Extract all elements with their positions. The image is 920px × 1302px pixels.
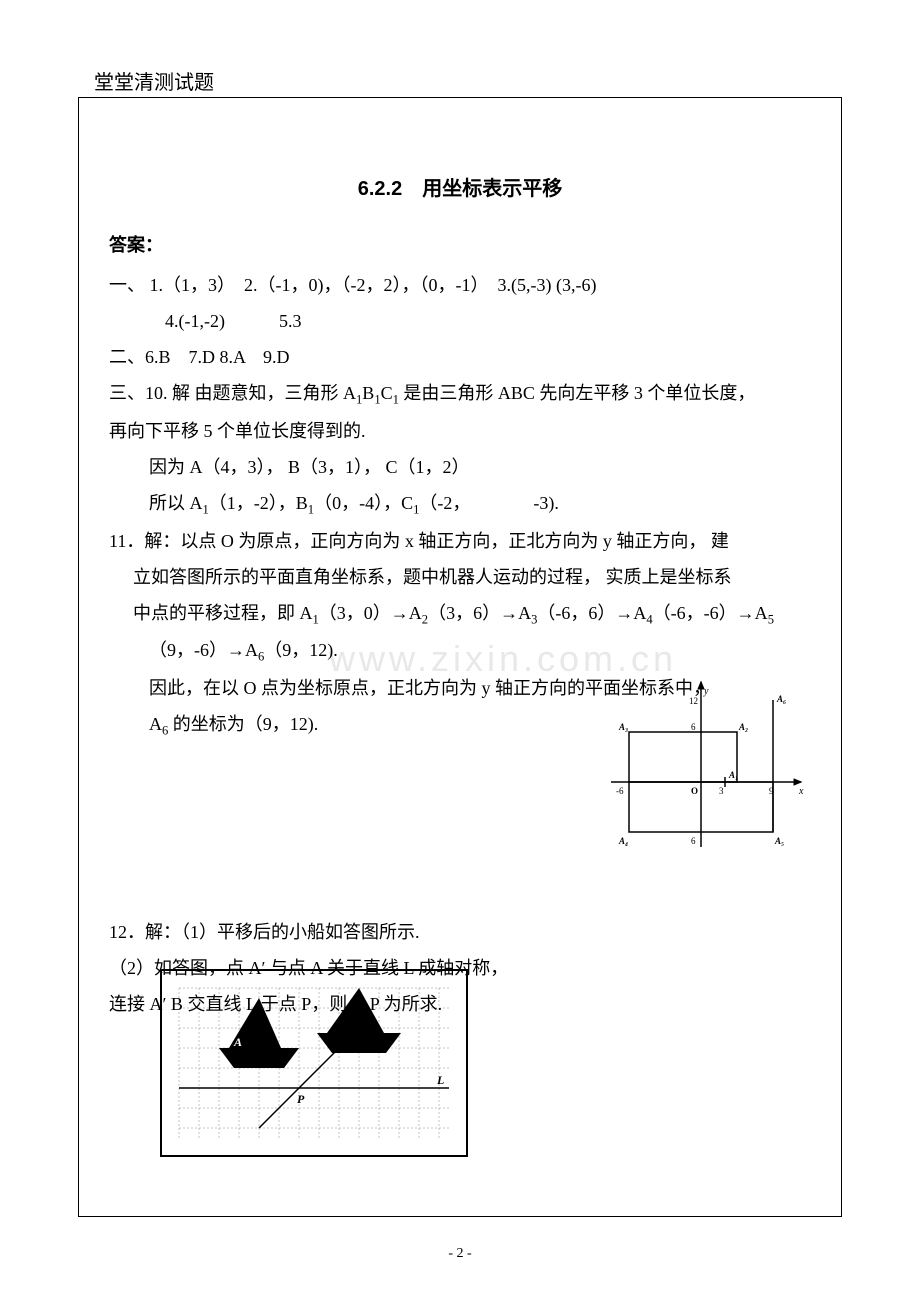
answer-line-4: 三、10. 解 由题意知，三角形 A1B1C1 是由三角形 ABC 先向左平移 … [109,375,811,413]
answer-line-1: 一、 1.（1，3） 2.（-1，0)，（-2，2），（0，-1） 3.(5,-… [109,267,811,303]
text-part: （0，-4），C [314,493,413,513]
answer-line-14: 12．解：（1）平移后的小船如答图所示. [109,914,811,950]
answer-line-15: （2）如答图，点 A′ 与点 A 关于直线 L 成轴对称， [109,950,811,986]
text-part: （-6，-6）→A [653,603,768,623]
answer-line-2: 4.(-1,-2) 5.3 [109,303,811,339]
text-part: 的坐标为（9，12). [168,714,318,734]
section-title: 6.2.2 用坐标表示平移 [109,172,811,201]
content-frame: www.zixin.com.cn 6.2.2 用坐标表示平移 答案： 一、 1.… [78,97,842,1217]
answer-line-8: 11．解：以点 O 为原点，正向方向为 x 轴正方向，正北方向为 y 轴正方向，… [109,523,811,559]
sub: 5 [768,612,774,626]
text-part: C [381,383,393,403]
text-part: （-2， -3). [419,493,558,513]
text-part: 三、10. 解 由题意知，三角形 A [109,383,356,403]
text-part: （3，6）→A [428,603,531,623]
answer-line-5: 再向下平移 5 个单位长度得到的. [109,413,811,449]
text-part: （9，12). [264,640,338,660]
boat-label-A: A [233,1035,242,1049]
boat-label-P: P [297,1092,305,1106]
text-part: A [149,714,162,734]
answer-line-11: （9，-6）→A6（9，12). [109,632,811,670]
answer-line-7: 所以 A1（1，-2），B1（0，-4），C1（-2， -3). [109,485,811,523]
text-part: B [362,383,374,403]
text-part: 是由三角形 ABC 先向左平移 3 个单位长度， [399,383,756,403]
text-part: （-6，6）→A [537,603,646,623]
answer-line-12: 因此，在以 O 点为坐标原点，正北方向为 y 轴正方向的平面坐标系中， [109,670,811,706]
answer-line-3: 二、6.B 7.D 8.A 9.D [109,339,811,375]
text-part: （9，-6）→A [149,640,258,660]
text-part: 中点的平移过程，即 A [133,603,313,623]
text-part: 所以 A [149,493,203,513]
answer-line-13: A6 的坐标为（9，12). [109,706,811,744]
answer-label: 答案： [109,231,811,257]
answer-line-10: 中点的平移过程，即 A1（3，0）→A2（3，6）→A3（-6，6）→A4（-6… [109,595,811,633]
boat-label-L: L [436,1073,444,1087]
text-part: （3，0）→A [319,603,422,623]
answer-line-16: 连接 A′ B 交直线 L 于点 P，则点 P 为所求. [109,986,811,1022]
answer-line-9: 立如答图所示的平面直角坐标系，题中机器人运动的过程， 实质上是坐标系 [109,559,811,595]
page-number: - 2 - [448,1246,471,1262]
page-header: 堂堂清测试题 [94,66,214,95]
answer-line-6: 因为 A（4，3）， B（3，1）， C（1，2） [109,449,811,485]
text-part: （1，-2），B [209,493,308,513]
